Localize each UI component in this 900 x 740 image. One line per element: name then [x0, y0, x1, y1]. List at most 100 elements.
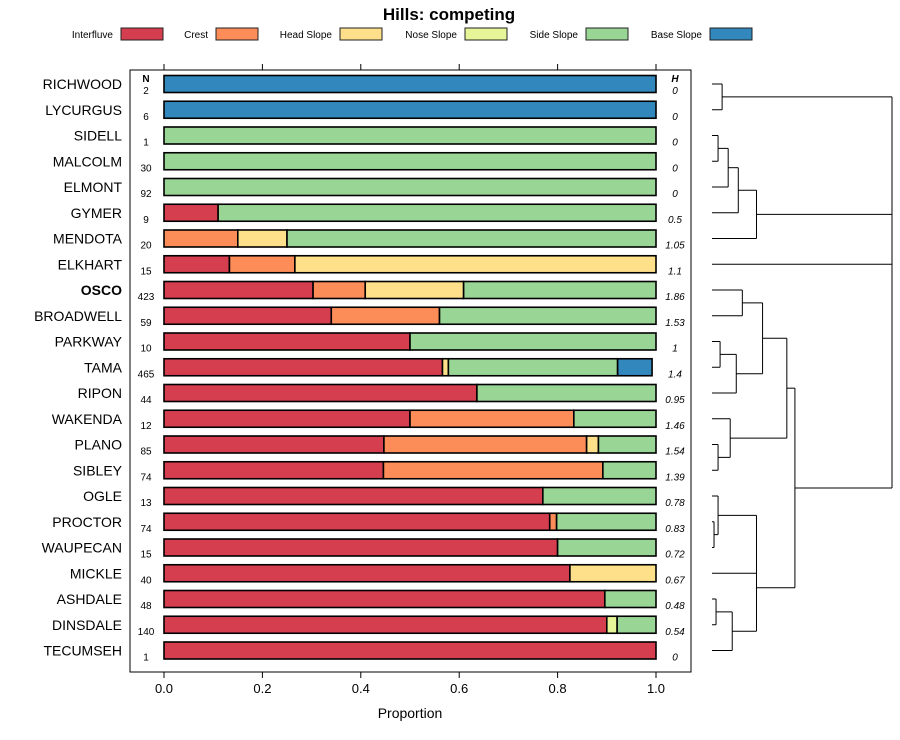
- row-sidell: SIDELL 1 0: [74, 126, 678, 149]
- row-elmont: ELMONT 92 0: [64, 177, 678, 200]
- row-h-value: 0.72: [665, 550, 685, 561]
- row-label: RIPON: [78, 385, 122, 401]
- bar-segment-nose-slope: [605, 615, 618, 635]
- bar-segment-side-slope: [409, 332, 657, 351]
- bar-segment-side-slope: [476, 383, 657, 403]
- legend-swatch-base-slope: [709, 27, 753, 41]
- row-label: TAMA: [84, 359, 123, 375]
- legend-swatch-side-slope: [585, 27, 629, 41]
- bar-segment-head-slope: [585, 435, 600, 454]
- row-label: MICKLE: [70, 565, 122, 581]
- row-plano: PLANO 85 1.54: [75, 435, 685, 458]
- legend-label-nose-slope: Nose Slope: [405, 30, 457, 41]
- row-label: PARKWAY: [55, 334, 123, 350]
- row-n-value: 20: [140, 241, 152, 252]
- row-dinsdale: DINSDALE 140 0.54: [52, 615, 685, 638]
- bar-segment-interfluve: [163, 280, 314, 300]
- row-n-value: 59: [140, 318, 152, 329]
- row-h-value: 0.78: [665, 498, 685, 509]
- row-h-value: 1: [672, 344, 678, 355]
- row-ashdale: ASHDALE 48 0.48: [57, 589, 685, 612]
- row-label: LYCURGUS: [45, 102, 122, 118]
- bar-segment-side-slope: [163, 151, 657, 171]
- row-n-value: 465: [138, 369, 155, 380]
- legend-swatch-nose-slope: [464, 27, 508, 41]
- bar-segment-side-slope: [217, 203, 657, 223]
- bar-segment-side-slope: [616, 615, 657, 635]
- row-n-value: 85: [140, 447, 152, 458]
- row-elkhart: ELKHART 15 1.1: [58, 254, 682, 277]
- row-label: ELKHART: [58, 256, 123, 272]
- legend-swatch-interfluve: [120, 27, 164, 41]
- row-label: SIDELL: [74, 128, 122, 144]
- row-label: WAUPECAN: [42, 540, 122, 556]
- legend-label-crest: Crest: [184, 30, 208, 41]
- row-waupecan: WAUPECAN 15 0.72: [42, 538, 685, 561]
- row-mendota: MENDOTA 20 1.05: [53, 229, 685, 252]
- row-n-value: 44: [140, 395, 152, 406]
- row-n-value: 1: [143, 653, 149, 664]
- bar-segment-head-slope: [569, 563, 657, 583]
- row-h-value: 0: [672, 112, 678, 123]
- row-label: BROADWELL: [34, 308, 122, 324]
- bar-segment-side-slope: [542, 486, 657, 506]
- bar-segment-interfluve: [163, 589, 606, 609]
- legend-label-head-slope: Head Slope: [280, 30, 333, 41]
- x-tick-label: 0.2: [253, 681, 271, 696]
- row-n-value: 30: [140, 163, 152, 174]
- row-h-value: 1.4: [668, 369, 682, 380]
- bar-segment-base-slope: [163, 100, 657, 120]
- row-n-value: 2: [143, 86, 149, 97]
- bar-segment-side-slope: [597, 435, 657, 454]
- row-malcolm: MALCOLM 30 0: [53, 151, 678, 174]
- x-axis: 0.0 0.2 0.4 0.6 0.8 1.0: [155, 64, 665, 696]
- row-h-value: 1.39: [665, 472, 685, 483]
- row-gymer: GYMER 9 0.5: [71, 203, 682, 226]
- bar-segment-side-slope: [163, 126, 657, 145]
- row-lycurgus: LYCURGUS 6 0: [45, 100, 678, 123]
- x-tick-label: 0.4: [352, 681, 370, 696]
- x-tick-label: 1.0: [647, 681, 665, 696]
- bar-segment-interfluve: [163, 254, 231, 274]
- bar-segment-crest: [382, 460, 604, 480]
- row-ogle: OGLE 13 0.78: [83, 486, 685, 509]
- row-n-value: 40: [140, 575, 152, 586]
- legend-label-interfluve: Interfluve: [72, 30, 114, 41]
- legend-label-side-slope: Side Slope: [530, 30, 579, 41]
- row-label: TECUMSEH: [43, 643, 122, 659]
- row-label: ELMONT: [64, 179, 123, 195]
- row-label: GYMER: [71, 205, 122, 221]
- row-n-value: 12: [140, 421, 152, 432]
- row-n-value: 1: [143, 138, 149, 149]
- row-n-value: 15: [140, 266, 152, 277]
- x-tick-label: 0.0: [155, 681, 173, 696]
- row-label: OSCO: [81, 282, 122, 298]
- legend-swatch-crest: [215, 27, 259, 41]
- row-h-value: 0.67: [665, 575, 685, 586]
- row-label: MENDOTA: [53, 231, 123, 247]
- row-tama: TAMA 465 1.4: [84, 357, 682, 380]
- bar-segment-side-slope: [447, 357, 619, 377]
- bar-segment-interfluve: [163, 383, 478, 403]
- row-broadwell: BROADWELL 59 1.53: [34, 306, 685, 329]
- bar-segment-side-slope: [602, 460, 657, 480]
- bar-segment-interfluve: [163, 435, 385, 454]
- bar-segment-side-slope: [573, 409, 657, 429]
- h-column-header: H: [671, 74, 679, 85]
- bar-segment-head-slope: [294, 254, 657, 274]
- row-tecumseh: TECUMSEH 1 0: [43, 641, 678, 664]
- row-label: WAKENDA: [52, 411, 123, 427]
- bar-segment-head-slope: [237, 229, 288, 248]
- legend-swatch-head-slope: [339, 27, 383, 41]
- row-n-value: 15: [140, 550, 152, 561]
- bar-segment-base-slope: [616, 357, 653, 377]
- bar-segment-crest: [383, 435, 588, 454]
- bar-segment-interfluve: [163, 460, 385, 480]
- row-n-value: 92: [140, 189, 152, 200]
- bar-segment-crest: [548, 512, 558, 532]
- bar-segment-crest: [228, 254, 296, 274]
- bar-segment-head-slope: [364, 280, 465, 300]
- bar-segment-interfluve: [163, 332, 411, 351]
